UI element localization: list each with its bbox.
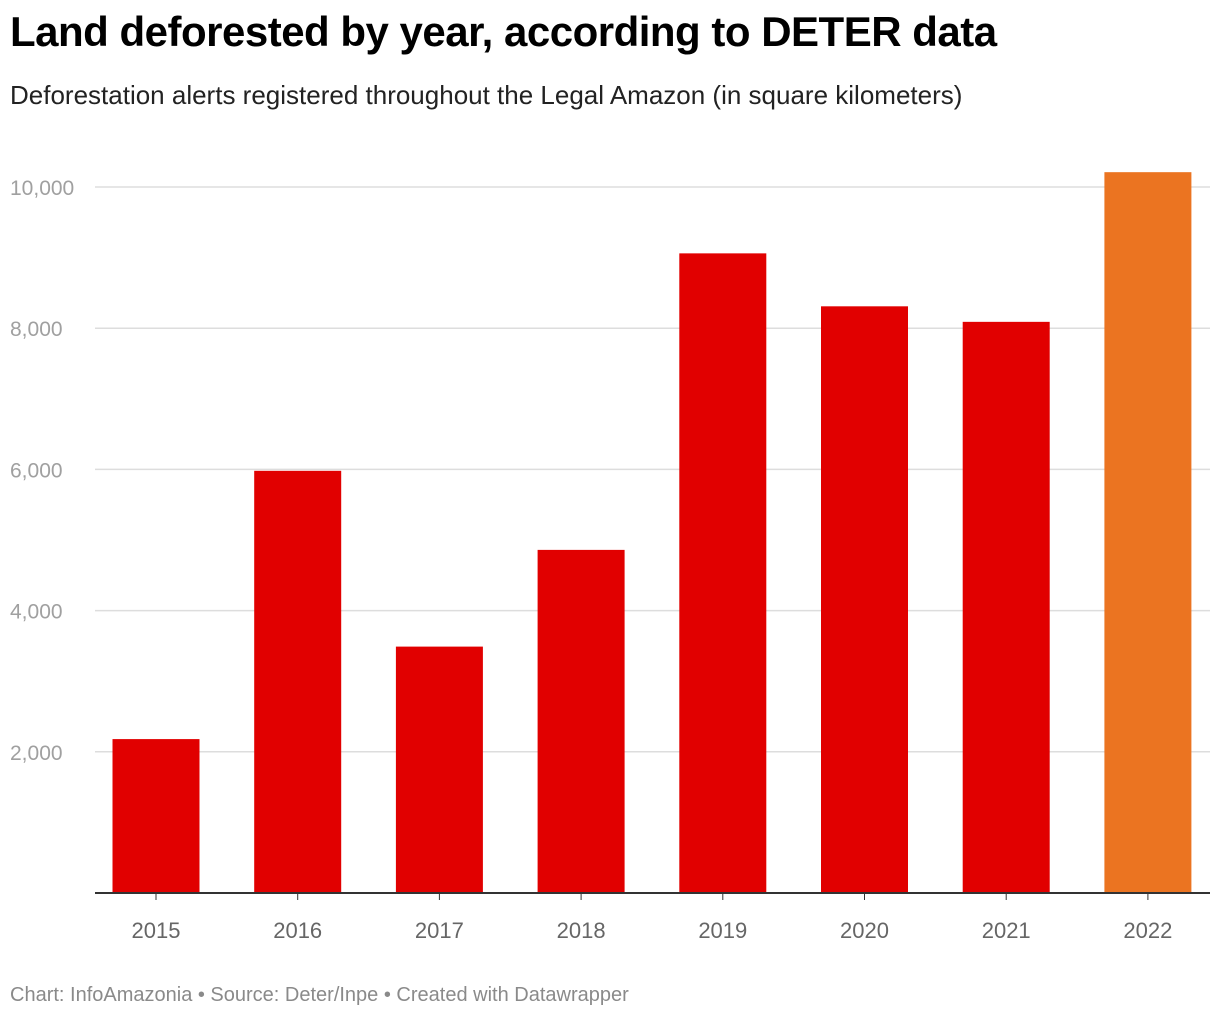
bars — [112, 172, 1192, 894]
chart-subtitle: Deforestation alerts registered througho… — [10, 80, 963, 110]
x-axis-ticks: 2015 2016 2017 2018 2019 2020 2021 2022 — [132, 893, 1172, 943]
x-tick-label: 2021 — [982, 918, 1031, 943]
bar-2021 — [962, 321, 1050, 893]
bar-2016 — [254, 470, 342, 893]
bar-2018 — [537, 549, 625, 893]
y-tick-label: 4,000 — [10, 601, 63, 624]
x-tick-label: 2016 — [273, 918, 322, 943]
y-tick-label: 6,000 — [10, 459, 63, 482]
bar-2019 — [679, 253, 767, 893]
bar-2020 — [821, 306, 908, 894]
x-tick-label: 2015 — [132, 918, 181, 943]
x-tick-label: 2020 — [840, 918, 889, 943]
x-tick-label: 2022 — [1123, 918, 1172, 943]
bar-2017 — [395, 646, 483, 893]
x-tick-label: 2018 — [557, 918, 606, 943]
bar-2022 — [1104, 172, 1192, 893]
y-tick-label: 2,000 — [10, 742, 63, 765]
chart-footer: Chart: InfoAmazonia • Source: Deter/Inpe… — [10, 984, 629, 1006]
chart-title: Land deforested by year, according to DE… — [10, 8, 997, 55]
x-tick-label: 2017 — [415, 918, 464, 943]
bar-2015 — [112, 739, 200, 893]
y-tick-label: 10,000 — [10, 177, 74, 200]
x-tick-label: 2019 — [698, 918, 747, 943]
y-axis-ticks: 2,000 4,000 6,000 8,000 10,000 — [10, 177, 74, 765]
y-tick-label: 8,000 — [10, 318, 63, 341]
